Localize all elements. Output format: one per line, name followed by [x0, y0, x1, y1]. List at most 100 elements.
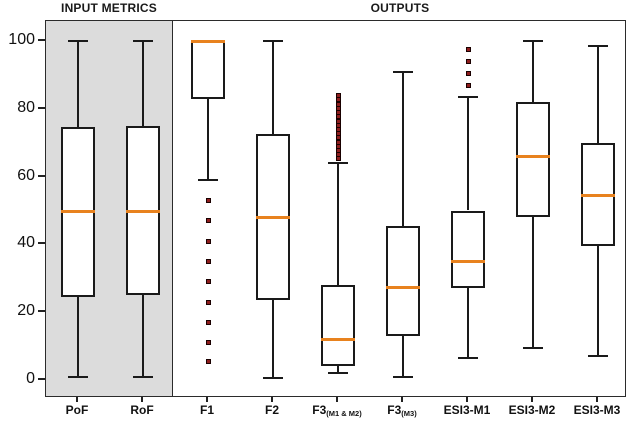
outlier-point [205, 319, 211, 325]
outlier-point [335, 110, 341, 116]
outlier-point [335, 92, 341, 98]
upper-whisker-cap [263, 40, 283, 42]
upper-whisker-cap [393, 70, 413, 73]
x-tick-label: F1 [162, 403, 252, 417]
upper-whisker-cap [68, 40, 88, 42]
lower-whisker-cap [198, 178, 218, 181]
x-tick-label-main: ESI3-M3 [573, 403, 621, 417]
x-tick-label-subscript: (M3) [401, 409, 417, 418]
lower-whisker-cap [523, 346, 543, 349]
outlier-point [205, 299, 211, 305]
lower-whisker [272, 300, 274, 379]
y-axis-tick [38, 106, 45, 109]
upper-whisker-cap [523, 40, 543, 42]
x-tick-label-main: F3 [312, 403, 327, 417]
outlier-point [335, 152, 341, 158]
x-axis-tick [596, 397, 598, 402]
input-metrics-header: INPUT METRICS [61, 1, 157, 15]
outlier-point [205, 258, 211, 264]
lower-whisker [402, 335, 404, 377]
lower-whisker [207, 98, 209, 180]
y-tick-label: 0 [26, 370, 35, 387]
x-axis-tick [401, 397, 403, 402]
x-axis-tick [466, 397, 468, 402]
outlier-point [465, 58, 471, 64]
outlier-point [465, 82, 471, 88]
y-axis-tick [38, 310, 45, 313]
lower-whisker [597, 246, 599, 357]
outlier-point [335, 143, 341, 149]
outlier-point [205, 238, 211, 244]
upper-whisker [272, 41, 274, 135]
lower-whisker [337, 366, 339, 374]
y-axis-tick [38, 378, 45, 380]
median-line [256, 216, 290, 220]
lower-whisker [77, 296, 79, 377]
y-tick-label: 100 [8, 31, 35, 48]
outlier-point [205, 358, 211, 364]
upper-whisker-cap [458, 95, 478, 98]
outlier-point [205, 279, 211, 285]
x-axis-tick [531, 397, 533, 402]
iqr-box [451, 210, 485, 289]
x-tick-label: PoF [32, 403, 122, 417]
x-tick-label-main: PoF [65, 403, 89, 417]
outlier-point [335, 97, 341, 103]
y-axis-tick [38, 174, 45, 177]
plot-area [45, 20, 626, 397]
iqr-box [321, 285, 355, 367]
iqr-box [386, 225, 420, 336]
x-tick-label-main: F1 [199, 403, 214, 417]
median-line [61, 209, 95, 213]
y-tick-label: 80 [17, 98, 35, 116]
upper-whisker [467, 96, 469, 211]
outlier-point [335, 126, 341, 132]
upper-whisker [532, 41, 534, 103]
y-tick-label: 20 [17, 302, 35, 320]
outlier-point [205, 197, 211, 203]
outlier-point [335, 101, 341, 107]
upper-whisker [597, 46, 599, 143]
lower-whisker-cap [458, 356, 478, 359]
y-axis-tick [38, 242, 45, 245]
x-tick-label: RoF [97, 403, 187, 417]
upper-whisker-cap [328, 162, 348, 165]
outlier-point [465, 46, 471, 52]
lower-whisker-cap [328, 372, 348, 375]
median-line [516, 155, 550, 159]
outlier-point [205, 218, 211, 224]
x-tick-label-main: F2 [264, 403, 279, 417]
upper-whisker-cap [133, 40, 153, 42]
y-axis-tick [38, 39, 45, 41]
outlier-point [335, 135, 341, 141]
upper-whisker-cap [588, 45, 608, 48]
median-line [191, 40, 225, 43]
x-tick-label: F3(M3) [357, 403, 447, 418]
upper-whisker [402, 71, 404, 226]
outlier-point [465, 70, 471, 76]
lower-whisker [532, 217, 534, 348]
upper-whisker [142, 41, 144, 126]
x-tick-label-main: ESI3-M2 [508, 403, 556, 417]
x-tick-label-main: RoF [130, 403, 154, 417]
x-axis-tick [271, 397, 273, 402]
x-axis-tick [141, 397, 143, 402]
x-tick-label: F3(M1 & M2) [292, 403, 382, 418]
x-axis-tick [206, 397, 208, 402]
median-line [321, 338, 355, 342]
x-tick-label: ESI3-M2 [487, 403, 577, 417]
x-axis-tick [76, 397, 78, 402]
median-line [386, 285, 420, 289]
outlier-point [205, 340, 211, 346]
median-line [581, 194, 615, 198]
y-tick-label: 40 [17, 234, 35, 252]
median-line [451, 260, 485, 264]
iqr-box [191, 41, 225, 99]
outputs-header: OUTPUTS [370, 1, 430, 15]
lower-whisker [142, 295, 144, 377]
lower-whisker-cap [393, 375, 413, 378]
x-tick-label: ESI3-M1 [422, 403, 512, 417]
lower-whisker [467, 288, 469, 358]
x-tick-label: F2 [227, 403, 317, 417]
